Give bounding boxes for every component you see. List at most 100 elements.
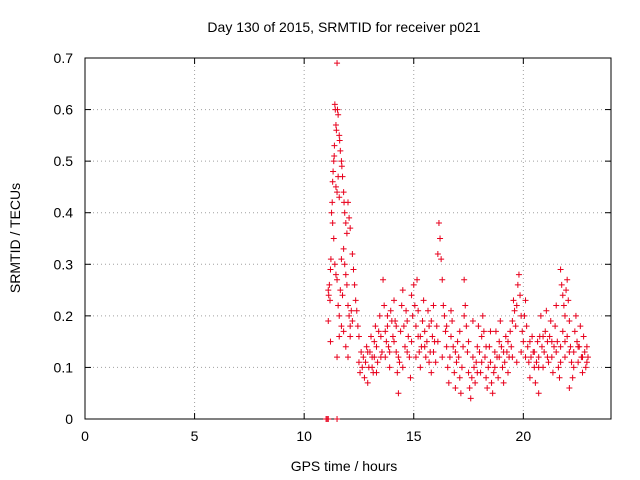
data-point	[461, 312, 468, 319]
data-point	[443, 343, 450, 350]
data-point	[399, 364, 406, 371]
data-point	[381, 302, 388, 309]
data-point	[519, 328, 526, 335]
data-point	[336, 333, 343, 340]
data-point	[528, 354, 535, 361]
data-point	[341, 261, 348, 268]
data-point	[472, 379, 479, 386]
data-point	[553, 302, 560, 309]
data-point	[334, 60, 341, 67]
data-point	[546, 333, 553, 340]
data-point	[461, 276, 468, 283]
data-point	[391, 297, 398, 304]
data-point	[329, 178, 336, 185]
data-point	[526, 374, 533, 381]
data-point	[535, 390, 542, 397]
data-point	[538, 343, 545, 350]
data-point	[330, 168, 337, 175]
data-point	[351, 281, 358, 288]
data-point	[327, 338, 334, 345]
data-point	[371, 354, 378, 361]
data-point	[533, 359, 540, 366]
data-point	[401, 343, 408, 350]
data-point	[563, 287, 570, 294]
data-point	[364, 348, 371, 355]
y-tick-label: 0.7	[54, 50, 74, 66]
data-point	[420, 297, 427, 304]
data-point	[349, 250, 356, 257]
data-point	[408, 292, 415, 299]
data-point	[547, 318, 554, 325]
y-tick-label: 0.2	[54, 308, 74, 324]
data-point	[469, 354, 476, 361]
data-point	[338, 323, 345, 330]
data-point	[345, 199, 351, 206]
data-point	[342, 343, 349, 350]
data-point	[462, 302, 469, 309]
data-point	[332, 122, 339, 129]
data-point	[439, 276, 446, 283]
y-tick-label: 0.3	[54, 256, 74, 272]
data-point	[548, 338, 555, 345]
data-point	[326, 281, 333, 288]
data-point	[362, 359, 369, 366]
data-point	[557, 343, 564, 350]
data-point	[404, 348, 411, 355]
data-point	[325, 318, 332, 325]
data-point	[520, 338, 527, 345]
data-point	[474, 343, 481, 350]
data-point	[491, 348, 498, 355]
data-point	[514, 281, 521, 288]
data-point	[421, 328, 428, 335]
data-point	[525, 359, 532, 366]
data-point	[443, 323, 450, 330]
data-point	[387, 307, 394, 314]
data-point	[521, 312, 528, 319]
data-point	[384, 323, 391, 330]
data-point	[440, 302, 447, 309]
data-point	[451, 369, 458, 376]
data-point	[426, 359, 433, 366]
data-point	[334, 354, 341, 361]
data-point	[583, 359, 590, 366]
data-point	[403, 307, 410, 314]
data-point	[395, 390, 402, 397]
data-point	[460, 343, 467, 350]
data-point	[491, 364, 498, 371]
data-point	[541, 348, 548, 355]
data-point	[339, 292, 346, 299]
data-point	[523, 323, 530, 330]
data-point	[552, 323, 559, 330]
data-point	[485, 364, 492, 371]
data-point	[337, 287, 344, 294]
data-point	[340, 328, 347, 335]
data-point	[417, 333, 424, 340]
x-tick-label: 15	[406, 428, 422, 444]
data-point	[456, 328, 463, 335]
x-tick-label: 10	[296, 428, 312, 444]
data-point	[393, 348, 400, 355]
data-point	[468, 374, 475, 381]
data-point	[397, 328, 404, 335]
data-point	[416, 348, 423, 355]
data-point	[531, 348, 538, 355]
data-point	[345, 302, 351, 309]
data-point	[364, 379, 371, 386]
data-point	[419, 318, 426, 325]
data-point	[407, 374, 414, 381]
data-point	[522, 354, 529, 361]
data-point	[441, 312, 448, 319]
data-point	[412, 354, 419, 361]
data-point	[395, 354, 402, 361]
y-tick-label: 0.1	[54, 359, 74, 375]
data-point	[478, 359, 485, 366]
data-point	[360, 354, 367, 361]
data-point	[373, 369, 380, 376]
y-tick-label: 0.4	[54, 205, 74, 221]
data-point	[424, 307, 431, 314]
data-point	[361, 374, 368, 381]
data-point	[399, 287, 406, 294]
data-point	[464, 348, 471, 355]
data-point	[501, 359, 508, 366]
data-point	[408, 338, 415, 345]
